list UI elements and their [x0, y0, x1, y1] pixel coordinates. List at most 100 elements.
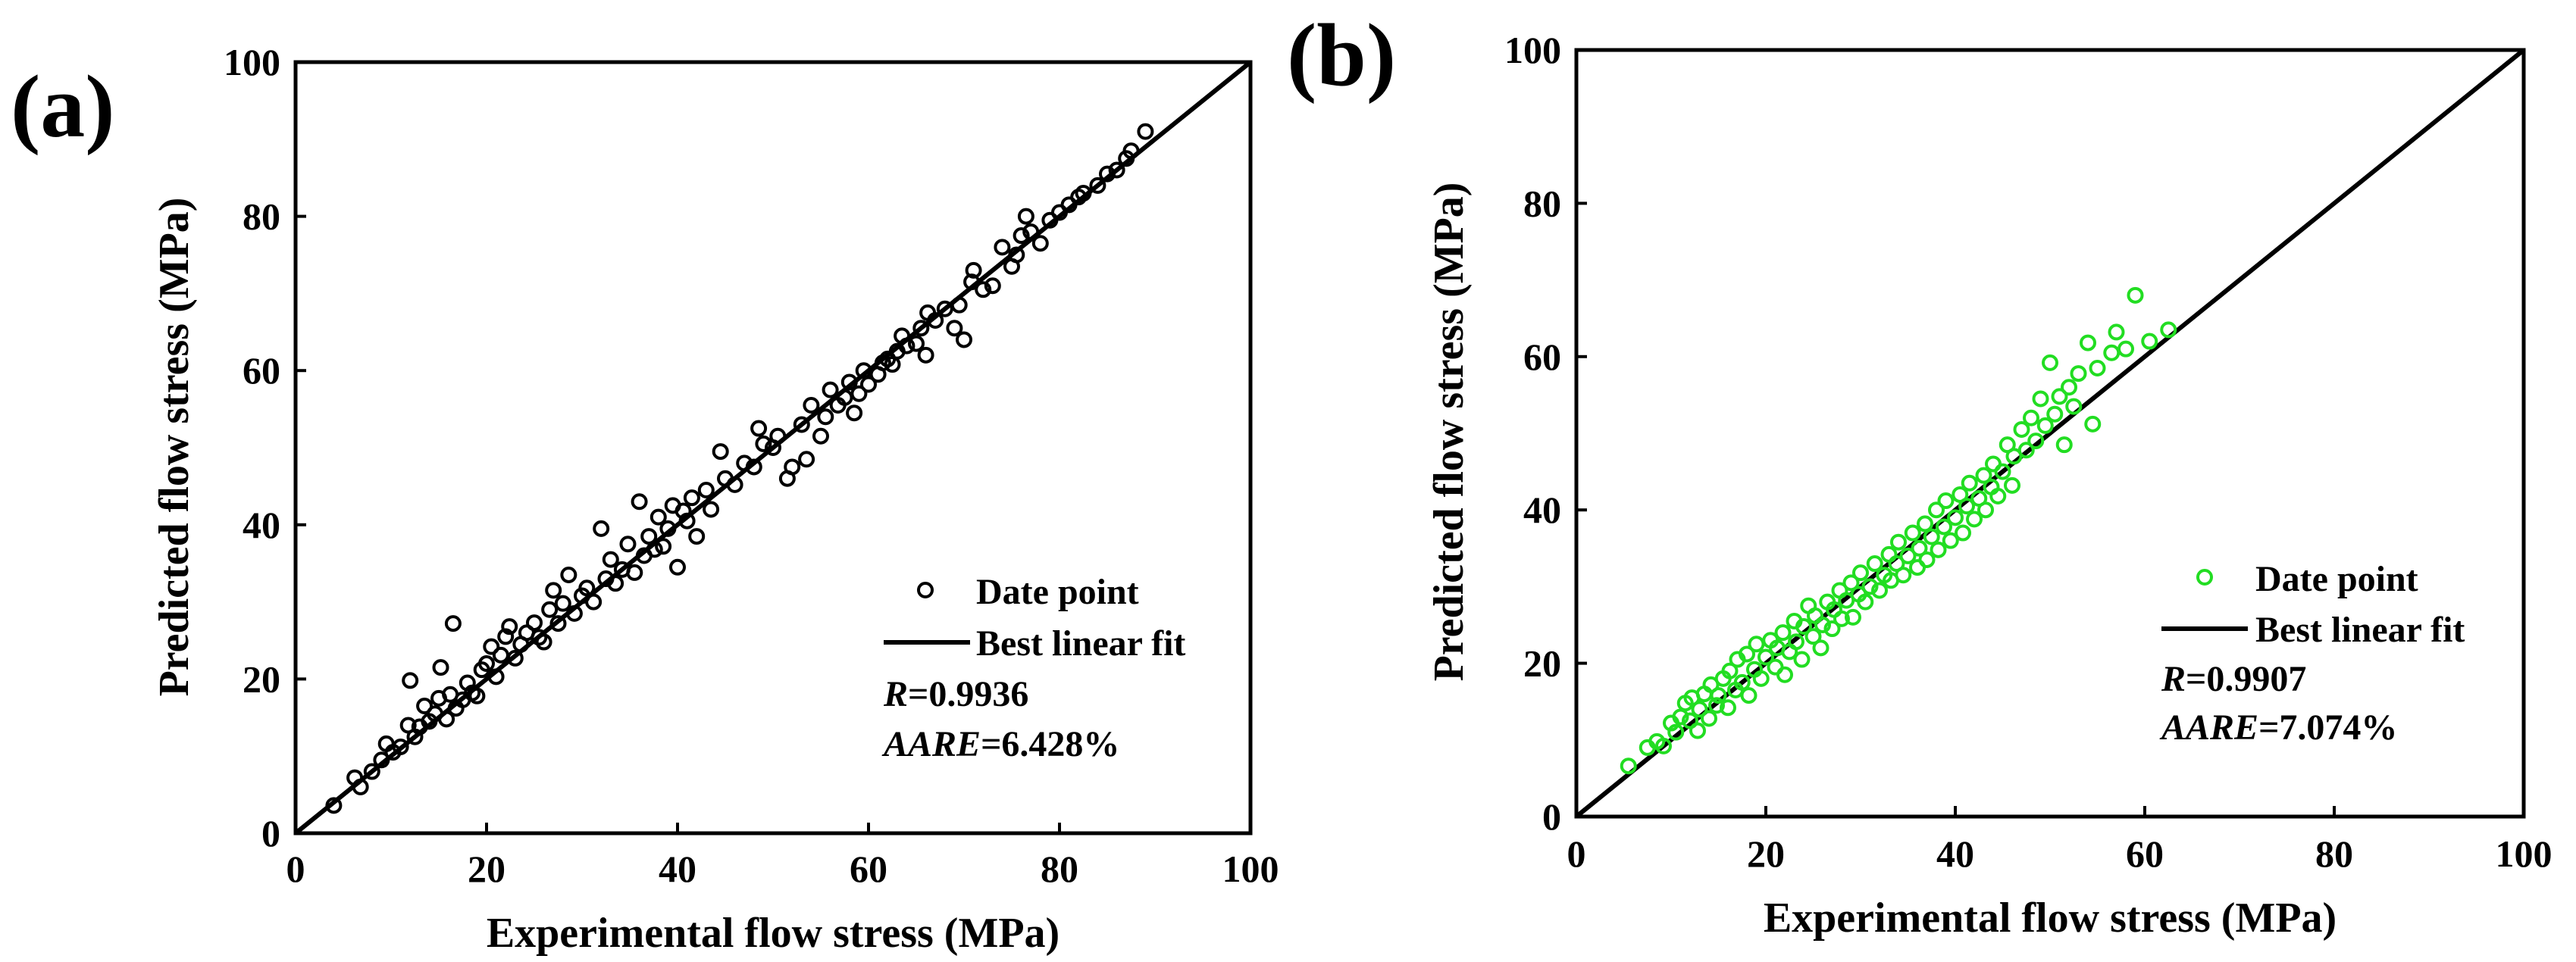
- data-point: [554, 595, 571, 612]
- data-point: [1672, 708, 1689, 726]
- data-point: [726, 476, 743, 493]
- data-point: [468, 687, 486, 704]
- data-point: [501, 618, 518, 636]
- data-point: [2046, 405, 2064, 423]
- x-tick-label: 100: [2496, 832, 2553, 875]
- data-point: [1842, 574, 1860, 592]
- data-point: [850, 385, 868, 402]
- panel-a-r-stat: R=0.9936: [883, 674, 1028, 714]
- data-point: [975, 281, 992, 298]
- data-point: [2103, 344, 2121, 361]
- data-point: [963, 273, 981, 291]
- data-point: [855, 362, 872, 379]
- data-point: [1958, 498, 1975, 515]
- x-tick-label: 80: [1041, 848, 1078, 890]
- data-point: [352, 778, 369, 795]
- y-tick-label: 0: [1542, 795, 1561, 838]
- panel-a-tick-labels: 0 20 40 60 80 100 0 20 40 60 80 100: [224, 41, 1279, 890]
- data-point: [1774, 624, 1792, 642]
- data-point: [1137, 123, 1154, 140]
- data-point: [769, 427, 787, 445]
- data-point: [1871, 582, 1888, 599]
- data-point: [1895, 567, 1912, 584]
- y-tick-label: 40: [1523, 489, 1561, 531]
- x-tick-label: 40: [659, 848, 696, 890]
- x-tick-label: 20: [468, 848, 505, 890]
- data-point: [860, 376, 877, 393]
- data-point: [2013, 420, 2030, 438]
- data-point: [1947, 509, 1964, 526]
- data-point: [697, 481, 715, 498]
- data-point: [846, 404, 863, 422]
- data-point: [531, 629, 548, 646]
- data-point: [607, 575, 624, 592]
- x-tick-label: 0: [1567, 832, 1586, 875]
- data-point: [898, 337, 916, 355]
- data-point: [1691, 701, 1708, 718]
- panel-a-y-axis-title: Predicted flow stress (MPa): [151, 198, 198, 697]
- data-point: [2027, 433, 2045, 450]
- data-point: [812, 427, 829, 445]
- data-point: [836, 389, 853, 406]
- data-point: [1721, 662, 1739, 679]
- data-point: [2160, 321, 2177, 339]
- data-point: [497, 628, 515, 645]
- panel-b-tick-labels: 0 20 40 60 80 100 0 20 40 60 80 100: [1504, 29, 2553, 875]
- panel-b-y-axis-title: Predicted flow stress (MPa): [1426, 183, 1473, 682]
- data-point: [602, 551, 619, 568]
- panel-a-legend-marker: [917, 582, 934, 598]
- data-point: [1739, 645, 1755, 663]
- panel-b-axis-ticks: [1575, 48, 2525, 818]
- data-point: [1108, 161, 1125, 179]
- data-point: [2065, 398, 2083, 415]
- data-point: [1989, 487, 2007, 504]
- panel-a-data-points: [325, 123, 1154, 814]
- data-point: [2070, 365, 2087, 383]
- data-point: [1866, 555, 1883, 573]
- data-point: [936, 300, 953, 317]
- data-point: [487, 668, 505, 686]
- data-point: [1720, 699, 1736, 717]
- panel-a-label: (a): [11, 57, 115, 156]
- y-tick-label: 20: [1523, 642, 1561, 685]
- data-point: [1966, 511, 1983, 528]
- panel-a-legend-points-label: Date point: [976, 572, 1139, 612]
- y-tick-label: 60: [243, 349, 280, 392]
- y-tick-label: 100: [1504, 29, 1561, 71]
- data-point: [712, 443, 729, 461]
- data-point: [483, 638, 500, 655]
- data-point: [1977, 501, 1994, 519]
- data-point: [392, 738, 409, 755]
- data-point: [619, 536, 637, 553]
- data-point: [626, 564, 643, 581]
- data-point: [1620, 757, 1637, 775]
- panel-a-aare-value: =6.428%: [981, 724, 1119, 764]
- panel-a-legend: Date point Best linear fit: [884, 572, 1185, 664]
- data-point: [432, 659, 449, 676]
- data-point: [1089, 176, 1106, 194]
- data-point: [549, 615, 567, 632]
- data-point: [535, 633, 552, 651]
- data-point: [1994, 463, 2011, 480]
- data-point: [402, 672, 419, 689]
- panel-b-legend-line-label: Best linear fit: [2255, 610, 2465, 650]
- data-point: [1923, 528, 1940, 545]
- data-point: [560, 566, 577, 583]
- x-tick-label: 20: [1747, 832, 1785, 875]
- data-point: [1758, 648, 1774, 666]
- panel-b-legend-marker: [2196, 569, 2213, 586]
- data-point: [640, 528, 658, 545]
- data-point: [1776, 666, 1793, 683]
- data-point: [2036, 417, 2054, 434]
- data-point: [578, 579, 596, 597]
- data-point: [793, 416, 810, 433]
- data-point: [669, 558, 686, 576]
- data-point: [1099, 165, 1116, 183]
- data-point: [1689, 722, 1706, 739]
- data-point: [1022, 223, 1040, 240]
- y-tick-label: 40: [243, 504, 280, 546]
- data-point: [1857, 593, 1874, 611]
- data-point: [1845, 608, 1861, 626]
- data-point: [840, 373, 858, 391]
- data-point: [2117, 340, 2134, 358]
